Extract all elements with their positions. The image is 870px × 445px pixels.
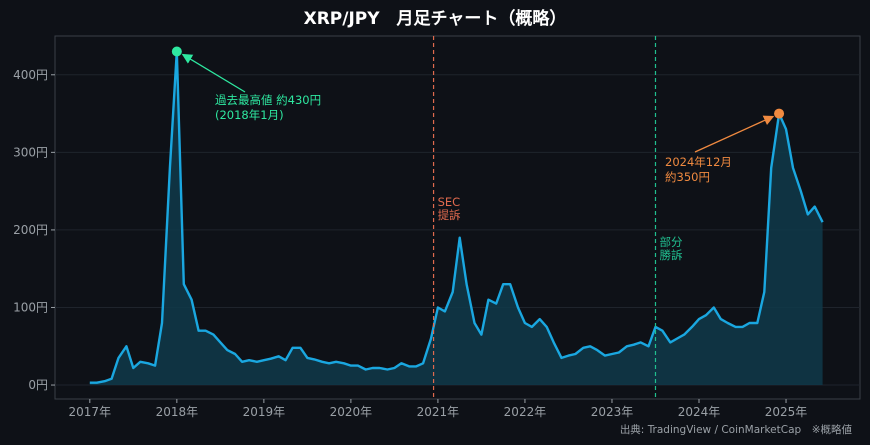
event-label: 提訴 <box>438 208 461 222</box>
x-tick-label: 2019年 <box>243 405 286 419</box>
price-line <box>89 50 824 384</box>
chart-title: XRP/JPY 月足チャート（概略） <box>304 8 567 29</box>
x-tick-label: 2020年 <box>330 405 373 419</box>
annotation-point <box>774 108 785 119</box>
annotation-label: 約350円 <box>665 170 710 184</box>
event-label: 部分 <box>659 235 682 249</box>
x-tick-label: 2021年 <box>417 405 460 419</box>
source-note: 出典: TradingView / CoinMarketCap ※概略値 <box>620 423 853 436</box>
y-tick-label: 0円 <box>28 378 48 392</box>
annotation-point <box>171 46 182 57</box>
y-tick-label: 100円 <box>13 300 48 314</box>
y-tick-label: 300円 <box>13 145 48 159</box>
y-tick-label: 200円 <box>13 223 48 237</box>
annotation-label: 過去最高値 約430円 <box>215 93 321 107</box>
x-tick-label: 2018年 <box>156 405 199 419</box>
annotation-arrow <box>181 53 246 93</box>
y-tick-label: 400円 <box>13 68 48 82</box>
price-area <box>89 50 824 385</box>
axes: 0円 100円 200円 300円 400円 2017年 2018年 2019年 2020年 20… <box>13 68 807 419</box>
x-tick-label: 2022年 <box>504 405 547 419</box>
x-tick-label: 2025年 <box>765 405 808 419</box>
x-tick-label: 2017年 <box>69 405 112 419</box>
event-label: 勝訴 <box>659 248 682 262</box>
x-tick-label: 2024年 <box>678 405 721 419</box>
annotation-arrow <box>694 115 775 153</box>
event-label: SEC <box>438 195 461 209</box>
annotation-label: 2024年12月 <box>665 155 732 169</box>
price-area-fill <box>89 51 823 385</box>
x-tick-label: 2023年 <box>591 405 634 419</box>
annotation-label: (2018年1月) <box>215 108 284 122</box>
